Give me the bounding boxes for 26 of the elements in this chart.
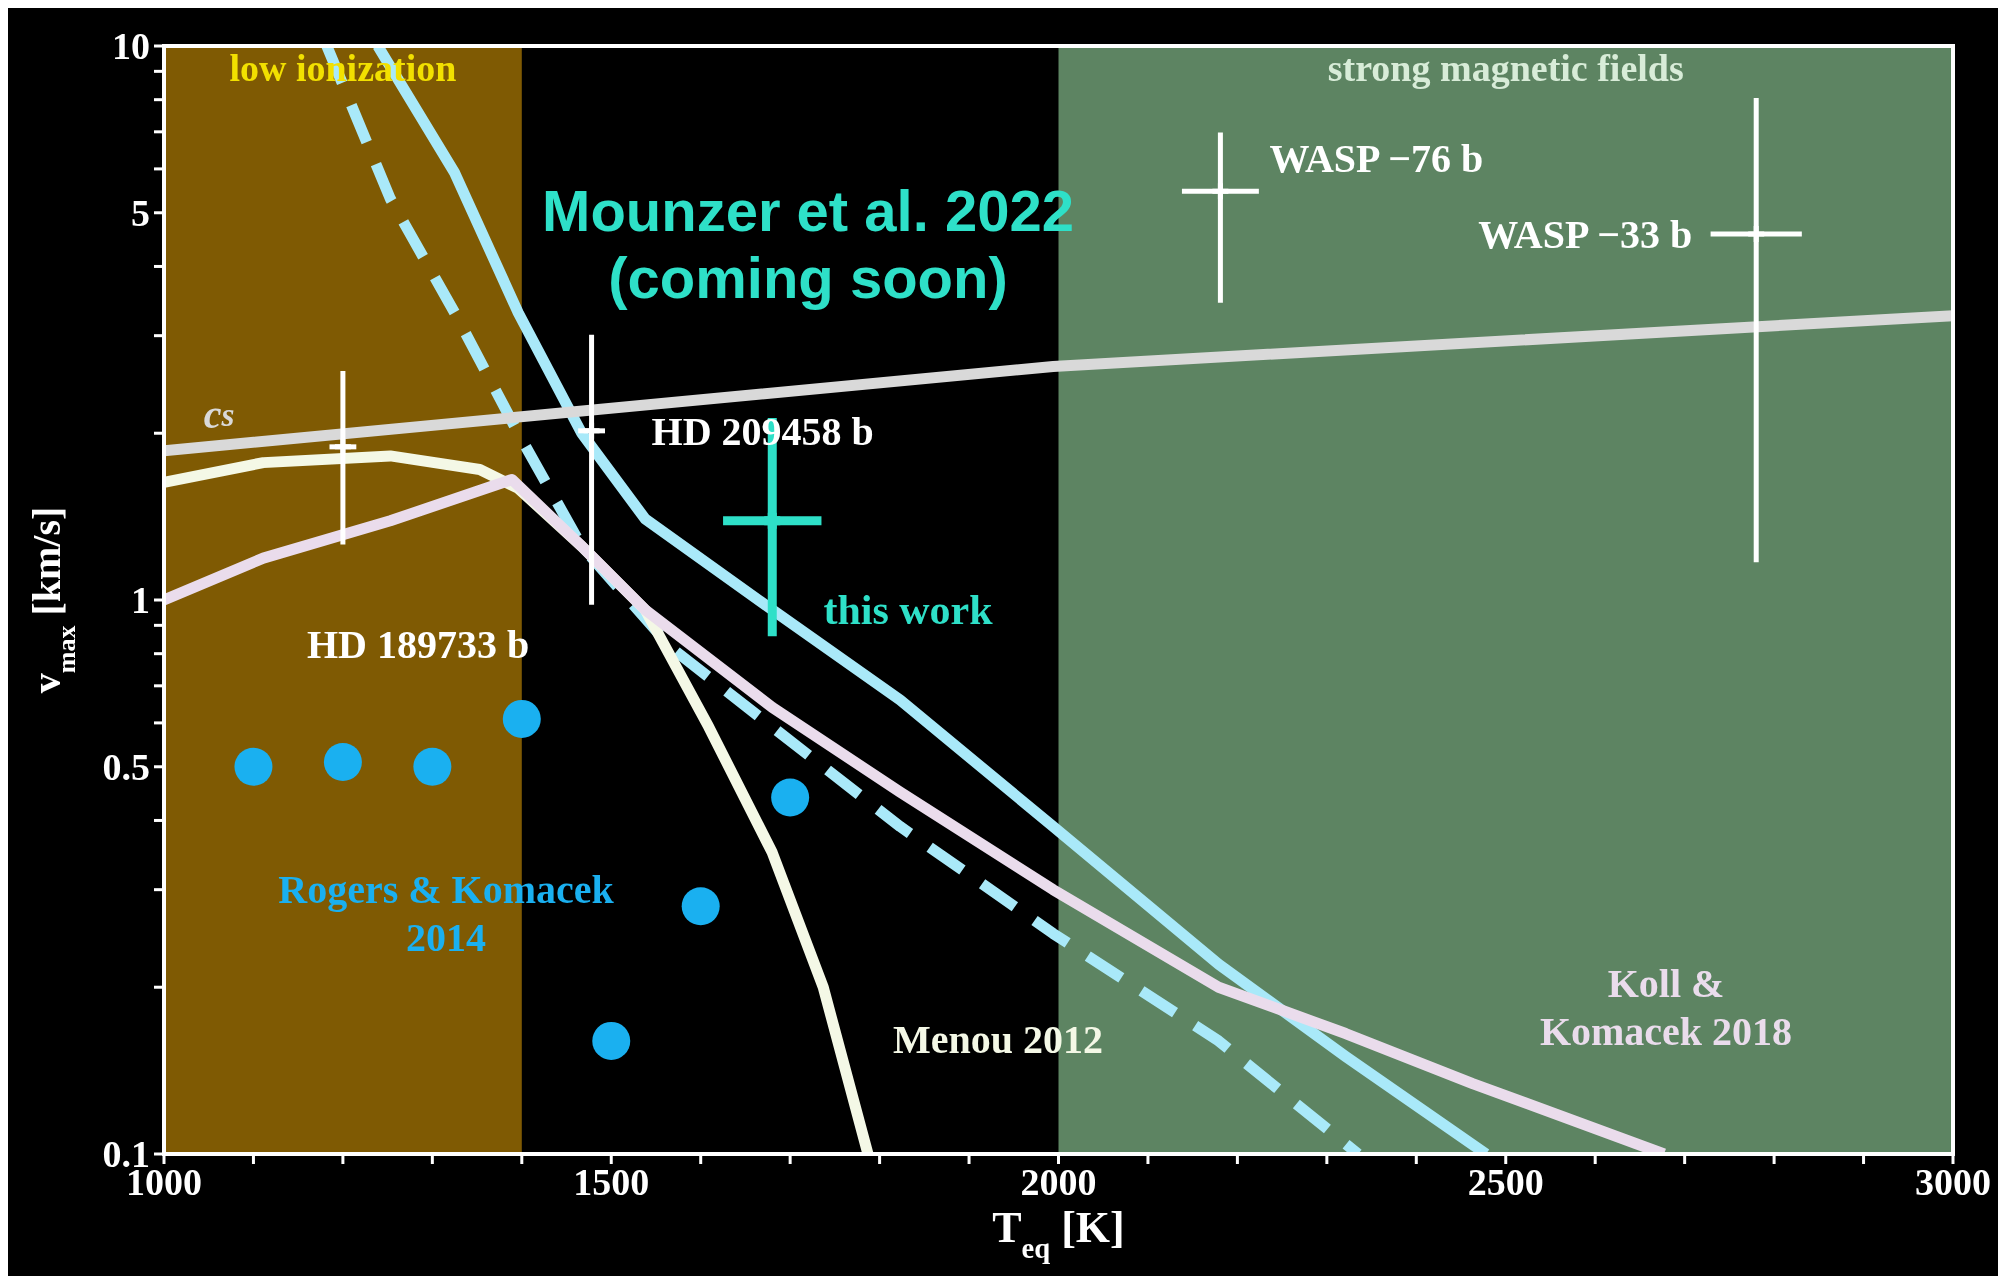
point <box>323 743 362 782</box>
point <box>1209 180 1231 202</box>
series-label: Koll & Komacek 2018 <box>1538 960 1794 1056</box>
band-label: strong magnetic fields <box>1327 46 1684 89</box>
point <box>413 747 452 786</box>
point <box>502 699 541 738</box>
x-tick-label: 1500 <box>573 1160 650 1203</box>
point <box>234 747 273 786</box>
y-tick-label: 1 <box>131 579 150 622</box>
point <box>1745 223 1767 245</box>
x-tick-label: 2000 <box>1020 1160 1097 1203</box>
point <box>581 420 603 442</box>
x-axis-title: T$_{eq}$ [K] <box>992 1203 1125 1264</box>
series-label: Rogers & Komacek 2014 <box>277 866 615 962</box>
y-tick-label: 10 <box>112 25 150 68</box>
point <box>592 1021 631 1060</box>
y-tick-label: 5 <box>131 192 150 235</box>
annotation: WASP −33 b <box>1478 211 1693 257</box>
point <box>681 887 720 926</box>
x-tick-label: 2500 <box>1467 1160 1544 1203</box>
y-tick-label: 0.5 <box>102 746 150 789</box>
point <box>771 778 810 817</box>
series-label: this work <box>822 585 994 635</box>
annotation: WASP −76 b <box>1269 136 1484 182</box>
annotation: HD 189733 b <box>305 621 531 669</box>
x-tick-label: 3000 <box>1915 1160 1991 1203</box>
